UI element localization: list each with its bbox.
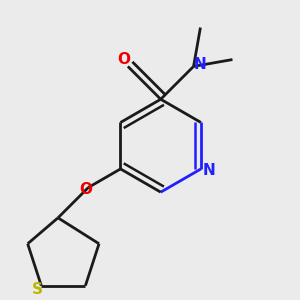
Text: S: S	[32, 283, 43, 298]
Text: O: O	[79, 182, 92, 197]
Text: N: N	[194, 57, 206, 72]
Text: O: O	[117, 52, 130, 68]
Text: N: N	[202, 163, 215, 178]
